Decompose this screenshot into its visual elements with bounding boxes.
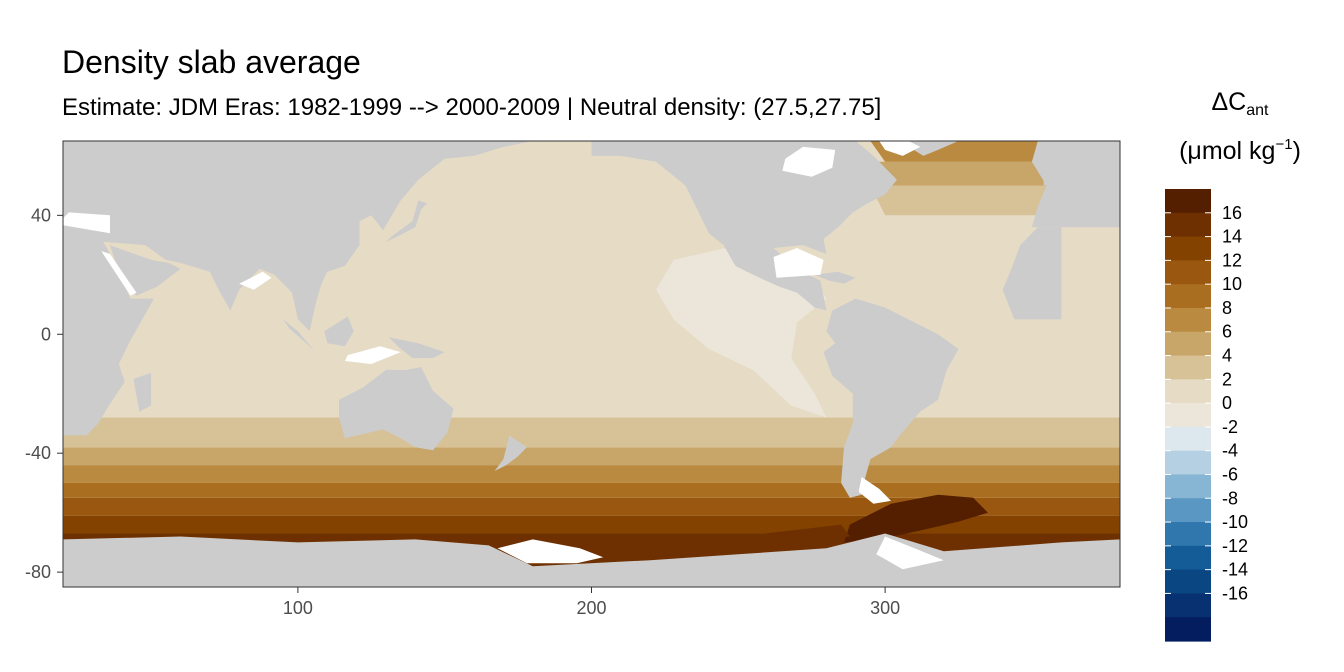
legend-swatch xyxy=(1165,498,1211,523)
legend-label: 6 xyxy=(1222,322,1232,342)
legend-label: 2 xyxy=(1222,369,1232,389)
legend-label: 12 xyxy=(1222,250,1242,270)
ocean-features xyxy=(656,141,1062,546)
europe-land xyxy=(1031,141,1120,228)
legend-colorbar: 16 14 12 10 8 6 4 2 0 -2 -4 -6 -8 -10 -12 -14 -16 xyxy=(1165,189,1248,642)
legend-label: -4 xyxy=(1222,441,1238,461)
legend-swatch xyxy=(1165,426,1211,452)
x-tick-label: 300 xyxy=(870,598,900,618)
legend-label: -8 xyxy=(1222,488,1238,508)
new-guinea-land xyxy=(388,337,445,359)
legend-swatch xyxy=(1165,355,1211,380)
south-america-land xyxy=(823,298,959,498)
missing-gulf-mexico xyxy=(773,248,824,278)
legend-label: 4 xyxy=(1222,346,1232,366)
ocean-band xyxy=(63,417,1120,448)
legend-label: 10 xyxy=(1222,274,1242,294)
legend-label: -6 xyxy=(1222,464,1238,484)
east-pacific-anomaly xyxy=(656,245,827,418)
legend-label: -12 xyxy=(1222,536,1248,556)
legend-label: 14 xyxy=(1222,227,1242,247)
legend-swatch xyxy=(1165,522,1211,547)
ocean-band xyxy=(63,497,1120,516)
missing-ross xyxy=(497,539,604,564)
legend-swatch xyxy=(1165,474,1211,499)
plot-title: Density slab average xyxy=(62,44,361,80)
north-atlantic-band xyxy=(870,185,1062,216)
ocean-band xyxy=(63,465,1120,483)
legend-swatch xyxy=(1165,331,1211,357)
north-atlantic-band xyxy=(870,161,1062,186)
y-axis: 40 0 -40 -80 xyxy=(25,205,63,582)
legend-label: -2 xyxy=(1222,417,1238,437)
madagascar-land xyxy=(133,372,152,412)
north-america-land xyxy=(591,141,897,311)
legend-swatch xyxy=(1165,450,1211,476)
plot-subtitle: Estimate: JDM Eras: 1982-1999 --> 2000-2… xyxy=(62,94,882,121)
africa-west-land xyxy=(1002,227,1062,320)
map-panel xyxy=(63,141,1120,587)
x-tick-label: 100 xyxy=(283,598,313,618)
legend-label: -16 xyxy=(1222,583,1248,603)
legend-label: 0 xyxy=(1222,393,1232,413)
legend-title: ΔCant xyxy=(1211,88,1269,119)
weddell-peak xyxy=(844,494,988,543)
legend-label: -10 xyxy=(1222,512,1248,532)
borneo-land xyxy=(324,316,354,347)
ocean-band xyxy=(63,482,1120,498)
ocean-band xyxy=(63,447,1120,466)
missing-red-sea xyxy=(101,251,137,296)
new-zealand-land xyxy=(494,435,527,471)
land-masses xyxy=(63,141,1120,587)
weddell-outflow xyxy=(738,524,850,546)
europe-left-land xyxy=(63,141,93,228)
antarctica-land xyxy=(63,533,1120,587)
legend-label: 16 xyxy=(1222,203,1242,223)
y-tick-label: 0 xyxy=(41,324,51,344)
legend-swatch xyxy=(1165,212,1211,238)
x-tick-label: 200 xyxy=(576,598,606,618)
sumatra-land xyxy=(283,319,316,353)
missing-med xyxy=(63,212,110,234)
y-tick-label: 40 xyxy=(31,205,51,225)
y-tick-label: -40 xyxy=(25,443,51,463)
legend-swatch xyxy=(1165,593,1211,618)
legend-swatch xyxy=(1165,236,1211,261)
legend-swatch xyxy=(1165,260,1211,285)
legend-swatch xyxy=(1165,379,1211,404)
missing-data-areas xyxy=(63,141,944,570)
legend-swatch xyxy=(1165,403,1211,428)
legend-swatch xyxy=(1165,307,1211,333)
missing-hudson xyxy=(782,146,836,177)
uk-land xyxy=(1043,161,1062,186)
x-axis: 100 200 300 xyxy=(283,587,900,618)
antilles-land xyxy=(814,271,856,284)
legend-label: -14 xyxy=(1222,560,1248,580)
legend-swatch xyxy=(1165,617,1211,642)
legend-label: 8 xyxy=(1222,298,1232,318)
missing-arctic xyxy=(879,141,921,156)
legend-swatch xyxy=(1165,545,1211,571)
australia-land xyxy=(339,367,454,451)
missing-weddell xyxy=(876,536,944,570)
legend-swatch xyxy=(1165,189,1211,214)
missing-indonesia xyxy=(344,346,401,364)
missing-patagonia-shelf xyxy=(858,477,891,504)
y-tick-label: -80 xyxy=(25,562,51,582)
legend-swatch xyxy=(1165,569,1211,595)
missing-bay-of-bengal xyxy=(239,271,272,290)
legend-unit: (μmol kg−1) xyxy=(1179,136,1301,165)
japan-land xyxy=(386,200,428,243)
africa-land xyxy=(63,239,154,436)
legend-swatch xyxy=(1165,284,1211,309)
asia-land xyxy=(63,141,533,332)
